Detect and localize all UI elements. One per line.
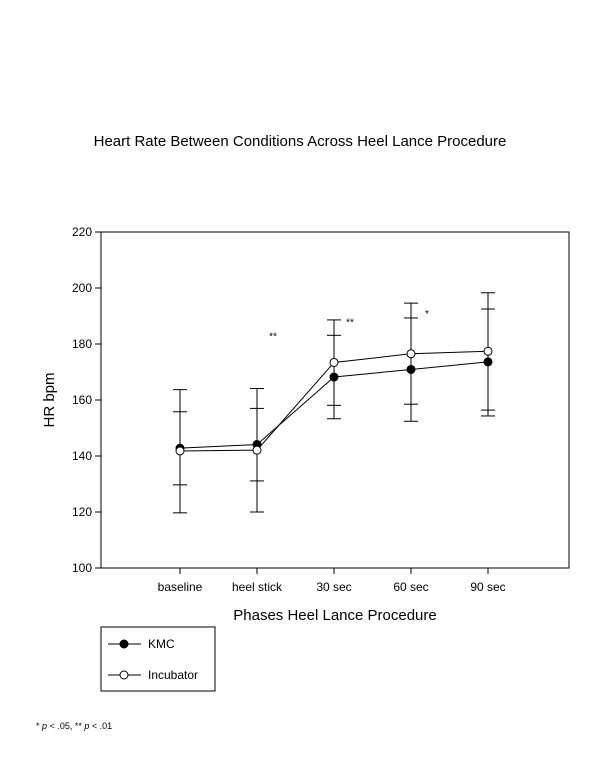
footnote-sig2-p: p xyxy=(83,721,89,731)
data-point-incubator xyxy=(483,346,493,356)
footnote-sig2-symbol: ** xyxy=(75,721,83,731)
data-point-kmc xyxy=(483,357,493,367)
data-point-incubator xyxy=(252,445,262,455)
significance-marker: ** xyxy=(346,318,354,329)
x-axis: baseline heel stick 30 sec 60 sec 90 sec xyxy=(158,568,506,594)
y-tick-label: 120 xyxy=(72,505,92,519)
footnote-sig1-rest: < .05, xyxy=(50,721,75,731)
y-tick-label: 200 xyxy=(72,281,92,295)
x-axis-label: Phases Heel Lance Procedure xyxy=(233,607,436,624)
legend-marker-incubator xyxy=(119,670,129,680)
data-point-incubator xyxy=(406,349,416,359)
chart-title: Heart Rate Between Conditions Across Hee… xyxy=(94,133,507,150)
x-tick-label: heel stick xyxy=(232,580,283,594)
series-layer xyxy=(173,292,495,514)
data-point-kmc xyxy=(329,372,339,382)
legend-marker-kmc xyxy=(119,639,129,649)
data-point-incubator xyxy=(329,357,339,367)
legend-label-kmc: KMC xyxy=(148,637,175,651)
x-tick-label: 30 sec xyxy=(316,580,351,594)
x-tick-label: baseline xyxy=(158,580,203,594)
footnote: * p < .05, ** p < .01 xyxy=(36,721,112,731)
footnote-sig2-rest: < .01 xyxy=(92,721,112,731)
y-tick-label: 220 xyxy=(72,225,92,239)
y-tick-label: 100 xyxy=(72,561,92,575)
data-point-incubator xyxy=(175,446,185,456)
significance-marker: * xyxy=(425,309,429,320)
y-tick-label: 160 xyxy=(72,393,92,407)
y-tick-label: 180 xyxy=(72,337,92,351)
data-point-kmc xyxy=(406,364,416,374)
legend-label-incubator: Incubator xyxy=(148,668,198,682)
footnote-sig1-symbol: * xyxy=(36,721,40,731)
significance-marker: ** xyxy=(269,332,277,343)
significance-annotations: ***** xyxy=(269,309,429,342)
x-tick-label: 60 sec xyxy=(393,580,428,594)
series-incubator xyxy=(173,292,495,514)
legend: KMC Incubator xyxy=(100,626,216,692)
y-axis-label: HR bpm xyxy=(41,372,58,427)
legend-box xyxy=(100,626,216,692)
footnote-sig1-p: p xyxy=(41,721,47,731)
y-axis: 100 120 140 160 180 200 220 xyxy=(72,225,101,575)
y-tick-label: 140 xyxy=(72,449,92,463)
plot-frame xyxy=(100,231,570,569)
x-tick-label: 90 sec xyxy=(470,580,505,594)
